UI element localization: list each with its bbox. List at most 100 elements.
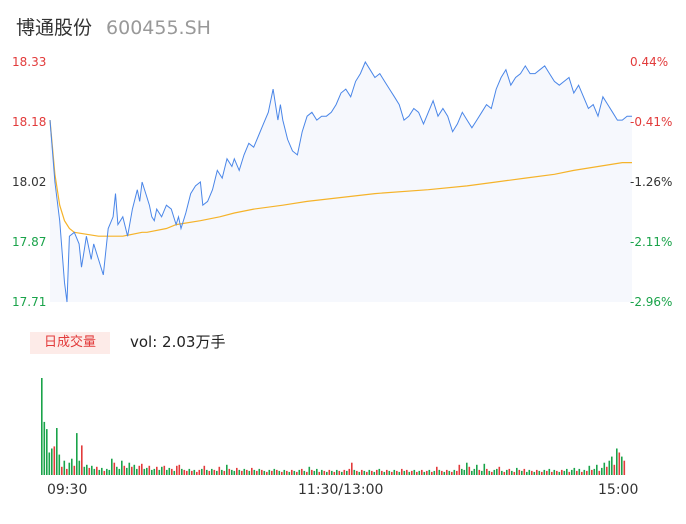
volume-bar-200	[541, 471, 543, 475]
volume-bar-17	[83, 466, 86, 475]
volume-bar-29	[113, 462, 116, 475]
volume-bar-99	[288, 471, 291, 475]
volume-bar-31	[118, 468, 121, 475]
volume-bar-38	[136, 468, 138, 475]
volume-bar-159	[438, 469, 441, 475]
volume-bar-195	[528, 469, 531, 475]
y-left-tick-2: 18.02	[12, 175, 47, 189]
volume-bar-182	[496, 468, 498, 475]
volume-bar-112	[321, 469, 323, 475]
volume-bar-55	[178, 464, 181, 475]
volume-bar-73	[223, 470, 226, 475]
volume-bar-153	[423, 471, 426, 475]
volume-bar-11	[68, 462, 71, 475]
volume-bar-82	[246, 469, 248, 475]
volume-bar-226	[606, 466, 608, 475]
volume-bar-41	[143, 468, 146, 475]
volume-bar-64	[201, 468, 203, 475]
volume-bar-111	[318, 471, 321, 475]
volume-bar-193	[523, 468, 526, 475]
stock-title: 博通股份 600455.SH	[16, 13, 211, 40]
volume-bar-113	[323, 470, 326, 475]
volume-bar-14	[76, 433, 78, 475]
volume-bar-227	[608, 460, 611, 475]
volume-bar-114	[326, 471, 328, 475]
volume-bar-174	[476, 464, 478, 475]
volume-bar-123	[348, 468, 351, 475]
volume-bar-2	[46, 429, 48, 475]
volume-bar-63	[198, 469, 201, 475]
volume-bar-162	[446, 469, 448, 475]
volume-bar-231	[618, 452, 621, 475]
volume-bar-22	[96, 466, 98, 475]
volume-bar-6	[56, 428, 58, 475]
volume-bar-69	[213, 469, 216, 475]
volume-bar-36	[131, 466, 133, 475]
volume-bar-103	[298, 469, 301, 475]
volume-bar-104	[301, 468, 303, 475]
volume-bar-150	[416, 471, 418, 475]
volume-bar-18	[86, 464, 88, 475]
volume-bar-230	[616, 448, 618, 475]
volume-bar-78	[236, 467, 238, 475]
volume-bar-48	[161, 466, 163, 475]
volume-bar-121	[343, 469, 346, 475]
volume-bar-127	[358, 471, 361, 475]
volume-bar-66	[206, 469, 208, 475]
volume-bar-169	[463, 469, 466, 475]
volume-bar-68	[211, 468, 213, 475]
volume-bar-179	[488, 470, 491, 475]
volume-bar-170	[466, 462, 468, 475]
volume-bar-118	[336, 469, 338, 475]
volume-bar-102	[296, 471, 298, 475]
volume-bar-53	[173, 470, 176, 475]
volume-bar-105	[303, 470, 306, 475]
volume-bar-9	[63, 460, 66, 475]
volume-bar-203	[548, 468, 551, 475]
volume-bar-140	[391, 471, 393, 475]
volume-bar-58	[186, 470, 188, 475]
volume-bar-88	[261, 469, 263, 475]
volume-bar-168	[461, 468, 463, 475]
volume-bar-7	[58, 454, 61, 475]
volume-bar-116	[331, 470, 333, 475]
volume-bar-190	[516, 467, 518, 475]
y-right-tick-3: -2.11%	[630, 235, 673, 249]
volume-bar-28	[111, 458, 113, 475]
volume-bar-130	[366, 471, 368, 475]
volume-bar-74	[226, 464, 228, 475]
volume-bar-181	[493, 469, 496, 475]
volume-bar-65	[203, 465, 206, 475]
volume-bar-91	[268, 469, 271, 475]
volume-bar-98	[286, 470, 288, 475]
volume-bar-50	[166, 469, 168, 475]
y-right-tick-4: -2.96%	[630, 295, 673, 309]
volume-bar-209	[563, 470, 566, 475]
volume-bar-146	[406, 469, 408, 475]
volume-bar-67	[208, 470, 211, 475]
volume-bar-147	[408, 471, 411, 475]
volume-bar-108	[311, 469, 313, 475]
volume-bar-19	[88, 467, 91, 475]
volume-bar-216	[581, 471, 583, 475]
volume-bar-213	[573, 467, 576, 475]
volume-bar-44	[151, 469, 153, 475]
volume-bar-25	[103, 470, 106, 475]
volume-bar-222	[596, 464, 598, 475]
volume-bar-166	[456, 470, 458, 475]
volume-bar-206	[556, 470, 558, 475]
volume-bar-187	[508, 468, 511, 475]
volume-bar-20	[91, 465, 93, 475]
volume-bar-60	[191, 470, 193, 475]
volume-bar-149	[413, 469, 416, 475]
volume-bar-207	[558, 471, 561, 475]
volume-bar-151	[418, 470, 421, 475]
volume-bar-155	[428, 469, 431, 475]
volume-bar-157	[433, 470, 436, 475]
volume-bar-172	[471, 470, 473, 475]
volume-bar-141	[393, 469, 396, 475]
volume-bar-47	[158, 469, 161, 475]
volume-bar-191	[518, 469, 521, 475]
volume-bar-90	[266, 471, 268, 475]
